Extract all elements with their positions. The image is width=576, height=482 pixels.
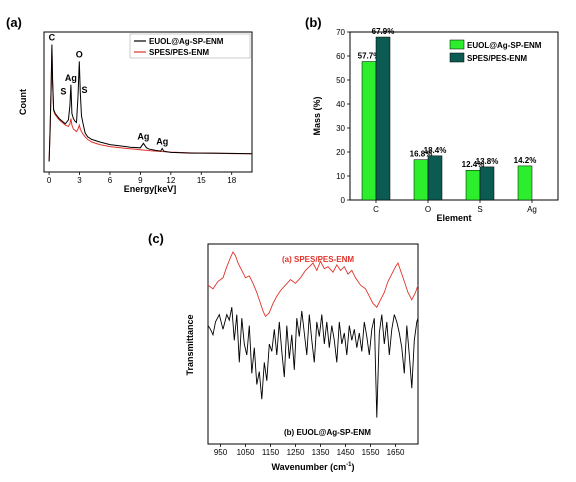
panel-c-series-line <box>207 251 419 318</box>
panel-a-series <box>48 44 253 162</box>
panel-b-y-tick-label: 20 <box>336 148 345 157</box>
panel-a: (a) 0 3 6 9 12 15 18 C O Ag S S Ag Ag Energy[keV] Co… <box>6 15 253 194</box>
panel-b: (b) 0 10 20 30 40 50 60 70 57.7% 67.9% 16.8%18.4%… <box>305 15 559 223</box>
panel-a-x-tick-label: 9 <box>138 176 143 185</box>
panel-c-plot-frame <box>207 243 419 445</box>
panel-b-y-tick-label: 60 <box>336 52 345 61</box>
panel-b-legend-euol: EUOL@Ag-SP-ENM <box>467 41 542 50</box>
panel-b-bars: 57.7% 67.9% 16.8%18.4% 12.4%13.8% 14.2% <box>358 27 537 201</box>
panel-b-legend: EUOL@Ag-SP-ENM SPES/PES-ENM <box>449 39 542 63</box>
panel-c-x-tick-label: 1250 <box>287 448 305 457</box>
panel-a-plot-frame <box>43 31 253 173</box>
panel-b-bar-value-label: 16.8% <box>410 150 433 159</box>
panel-b-bar <box>361 61 377 201</box>
panel-c-x-tick-label: 1550 <box>362 448 380 457</box>
panel-a-legend-euol: EUOL@Ag-SP-ENM <box>149 37 224 46</box>
panel-b-y-ticks: 0 10 20 30 40 50 60 70 <box>336 28 350 205</box>
panel-b-bar-value-label: 13.8% <box>476 157 499 166</box>
panel-b-bar <box>413 159 429 201</box>
panel-c-series-line <box>207 307 419 418</box>
panel-a-legend-spes: SPES/PES-ENM <box>149 48 209 57</box>
panel-c-series-label-euol: (b) EUOL@Ag-SP-ENM <box>284 428 371 437</box>
panel-b-y-tick-label: 50 <box>336 76 345 85</box>
panel-b-x-tick-label: Ag <box>527 205 537 214</box>
panel-c-series-label-spes: (a) SPES/PES-ENM <box>282 255 354 264</box>
panel-a-series-line <box>48 44 253 162</box>
panel-c-series <box>207 251 419 418</box>
panel-b-bar-value-label: 18.4% <box>424 146 447 155</box>
panel-a-x-ticks: 0 3 6 9 12 15 18 <box>47 172 237 185</box>
panel-c-x-tick-label: 950 <box>214 448 228 457</box>
panel-a-peak-label: O <box>76 49 83 59</box>
panel-c-x-tick-label: 1450 <box>337 448 355 457</box>
panel-c-y-axis-label: Transmittance <box>185 314 195 375</box>
panel-b-bar <box>465 169 481 201</box>
panel-c-x-tick-label: 1350 <box>312 448 330 457</box>
panel-b-x-tick-label: C <box>373 205 379 214</box>
panel-c-x-tick-label: 1650 <box>387 448 405 457</box>
panel-a-x-tick-label: 12 <box>166 176 175 185</box>
panel-b-y-tick-label: 10 <box>336 172 345 181</box>
panel-a-peak-label: Ag <box>156 137 168 147</box>
panel-c-x-tick-label: 1050 <box>237 448 255 457</box>
panel-a-x-tick-label: 0 <box>47 176 52 185</box>
panel-c-x-ticks: 950 1050 1150 1250 1350 1450 1550 1650 <box>214 444 405 457</box>
panel-b-bar <box>479 166 495 201</box>
panel-b-bar <box>517 165 533 201</box>
panel-b-legend-spes: SPES/PES-ENM <box>467 54 527 63</box>
panel-a-peak-label: S <box>60 87 66 97</box>
panel-b-bar-value-label: 14.2% <box>514 156 537 165</box>
panel-a-legend-box <box>129 33 251 59</box>
panel-a-peak-labels: C O Ag S S Ag Ag <box>49 33 169 147</box>
panel-a-x-axis-label: Energy[keV] <box>124 184 177 194</box>
panel-b-label: (b) <box>305 15 322 30</box>
panel-b-bar-value-label: 12.4% <box>462 160 485 169</box>
panel-b-y-tick-label: 0 <box>341 196 346 205</box>
panel-b-legend-swatch-spes <box>449 52 465 63</box>
panel-c-label: (c) <box>148 231 164 246</box>
panel-b-x-tick-label: S <box>477 205 482 214</box>
panel-a-series-line <box>48 48 253 162</box>
panel-b-bar-value-label: 57.7% <box>358 52 381 61</box>
panel-b-x-axis-label: Element <box>436 213 471 223</box>
panel-b-y-tick-label: 70 <box>336 28 345 37</box>
panel-a-peak-label: S <box>82 85 88 95</box>
panel-a-x-tick-label: 3 <box>77 176 82 185</box>
panel-a-peak-label: Ag <box>65 73 77 83</box>
panel-c-x-axis-label: Wavenumber (cm-1) <box>271 462 354 472</box>
panel-b-x-ticks: C O S Ag <box>373 200 537 214</box>
panel-a-legend: EUOL@Ag-SP-ENM SPES/PES-ENM <box>129 33 251 59</box>
panel-a-peak-label: C <box>49 33 56 43</box>
panel-b-x-tick-label: O <box>425 205 431 214</box>
panel-a-y-axis-label: Count <box>18 89 28 115</box>
panel-c: (c) 950 1050 1150 1250 1350 1450 1550 1650 (a) … <box>148 231 419 472</box>
panel-a-label: (a) <box>6 15 22 30</box>
panel-a-x-tick-label: 18 <box>227 176 236 185</box>
panel-c-x-tick-label: 1150 <box>262 448 280 457</box>
panel-b-legend-swatch-euol <box>449 39 465 50</box>
panel-b-bar <box>427 155 443 201</box>
panel-b-y-tick-label: 30 <box>336 124 345 133</box>
panel-b-plot-frame <box>349 31 559 201</box>
panel-b-bar <box>375 36 391 201</box>
panel-b-bar-value-label: 67.9% <box>372 27 395 36</box>
panel-a-x-tick-label: 6 <box>108 176 113 185</box>
panel-b-y-axis-label: Mass (%) <box>312 96 322 135</box>
panel-a-x-tick-label: 15 <box>197 176 206 185</box>
panel-a-peak-label: Ag <box>137 131 149 141</box>
panel-b-y-tick-label: 40 <box>336 100 345 109</box>
